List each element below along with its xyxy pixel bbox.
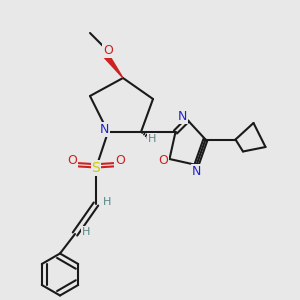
Text: O: O	[115, 154, 125, 167]
Text: O: O	[103, 44, 113, 57]
Text: N: N	[177, 110, 187, 123]
Text: H: H	[148, 134, 157, 144]
Polygon shape	[103, 52, 123, 78]
Text: S: S	[92, 161, 100, 175]
Text: O: O	[158, 154, 168, 167]
Text: O: O	[67, 154, 77, 167]
Text: H: H	[82, 226, 91, 237]
Text: N: N	[100, 123, 109, 136]
Text: H: H	[103, 196, 112, 207]
Text: N: N	[192, 165, 201, 178]
